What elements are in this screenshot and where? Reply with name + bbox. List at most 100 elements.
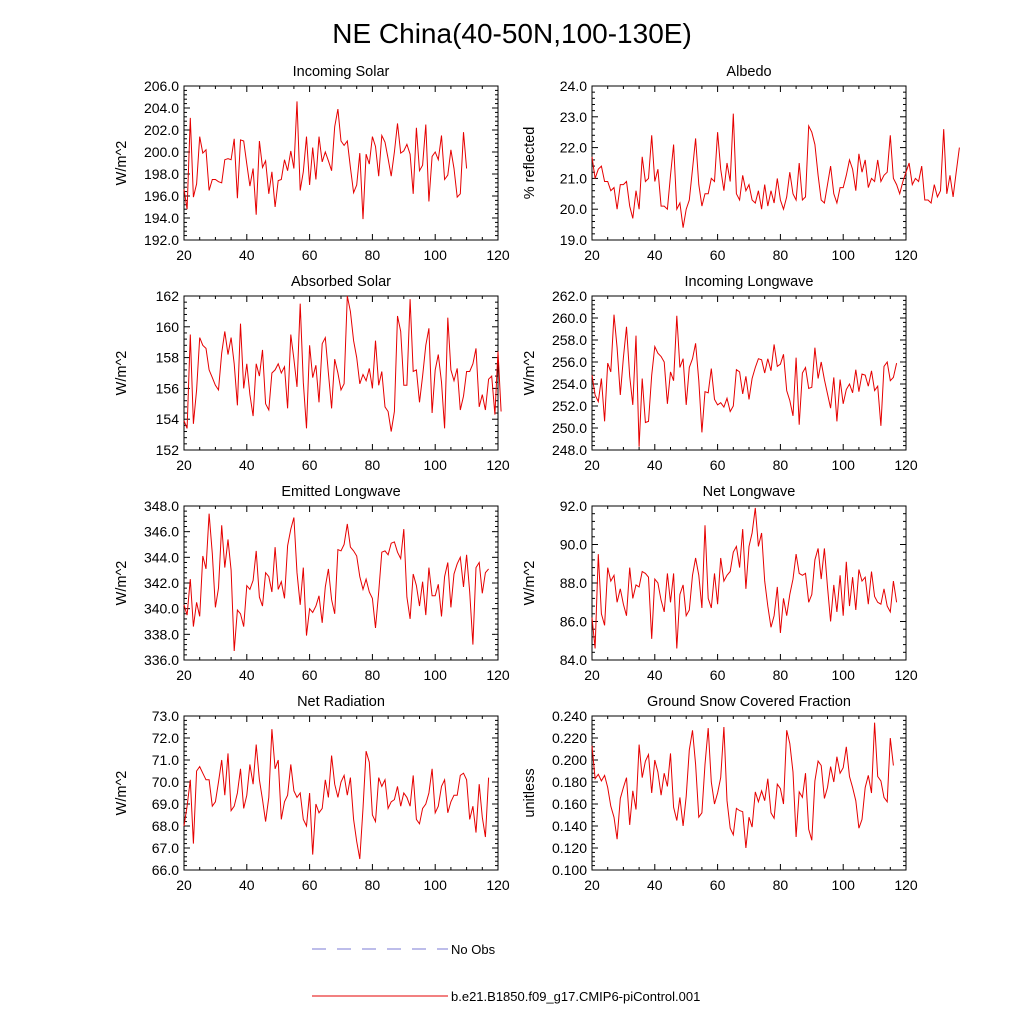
- incoming-longwave-ytick-label: 250.0: [552, 420, 587, 436]
- panels: Incoming Solar W/m^2 192.0 194.0 196.0 198.0 2…: [114, 64, 960, 893]
- net-longwave-series-line: [591, 507, 898, 649]
- incoming-solar-title: Incoming Solar: [293, 64, 390, 80]
- emitted-longwave-ytick-label: 342.0: [144, 575, 179, 591]
- albedo-xtick-label: 100: [832, 247, 856, 263]
- emitted-longwave-ytick-label: 336.0: [144, 652, 179, 668]
- incoming-solar-series-line: [183, 101, 468, 220]
- net-radiation-ytick-label: 69.0: [152, 796, 179, 812]
- incoming-solar-xtick-label: 40: [239, 247, 255, 263]
- ground-snow-covered-fraction-title: Ground Snow Covered Fraction: [647, 694, 851, 710]
- ground-snow-covered-fraction-series-line: [591, 722, 894, 849]
- net-longwave-ytick-label: 90.0: [560, 537, 587, 553]
- net-longwave-ylabel: W/m^2: [522, 561, 538, 606]
- net-longwave-ytick-label: 86.0: [560, 614, 587, 630]
- incoming-solar-xtick-label: 120: [486, 247, 510, 263]
- net-radiation-ylabel: W/m^2: [114, 771, 130, 816]
- albedo-xtick-label: 20: [584, 247, 600, 263]
- albedo-title: Albedo: [726, 64, 771, 80]
- ground-snow-covered-fraction-ytick-label: 0.220: [552, 730, 587, 746]
- albedo-ytick-label: 24.0: [560, 78, 587, 94]
- absorbed-solar-ytick-label: 158: [156, 350, 180, 366]
- incoming-solar-ytick-label: 196.0: [144, 188, 179, 204]
- ground-snow-covered-fraction-xtick-label: 80: [773, 877, 789, 893]
- absorbed-solar-xtick-label: 120: [486, 457, 510, 473]
- absorbed-solar-xtick-label: 20: [176, 457, 192, 473]
- net-radiation-ytick-label: 70.0: [152, 774, 179, 790]
- net-radiation-xtick-label: 60: [302, 877, 318, 893]
- absorbed-solar-ytick-label: 152: [156, 442, 180, 458]
- incoming-solar-panel: Incoming Solar W/m^2 192.0 194.0 196.0 198.0 2…: [114, 64, 510, 263]
- absorbed-solar-ytick-label: 154: [156, 411, 180, 427]
- incoming-solar-xtick-label: 20: [176, 247, 192, 263]
- incoming-longwave-series-line: [591, 314, 898, 447]
- emitted-longwave-xtick-label: 60: [302, 667, 318, 683]
- incoming-solar-ytick-label: 204.0: [144, 100, 179, 116]
- incoming-solar-ytick-label: 206.0: [144, 78, 179, 94]
- net-radiation-xtick-label: 100: [424, 877, 448, 893]
- incoming-longwave-ytick-label: 258.0: [552, 332, 587, 348]
- absorbed-solar-xtick-label: 40: [239, 457, 255, 473]
- net-radiation-panel: Net Radiation W/m^2 66.0 67.0 68.0 69.0 70.0 71…: [114, 694, 510, 893]
- incoming-longwave-panel: Incoming Longwave W/m^2 248.0 250.0 252.0 254…: [522, 274, 918, 473]
- absorbed-solar-series-line: [183, 295, 502, 432]
- absorbed-solar-xtick-label: 100: [424, 457, 448, 473]
- net-radiation-ytick-label: 72.0: [152, 730, 179, 746]
- emitted-longwave-ytick-label: 338.0: [144, 626, 179, 642]
- incoming-longwave-ytick-label: 256.0: [552, 354, 587, 370]
- absorbed-solar-title: Absorbed Solar: [291, 274, 391, 290]
- incoming-longwave-xtick-label: 120: [894, 457, 918, 473]
- albedo-xtick-label: 60: [710, 247, 726, 263]
- albedo-xtick-label: 40: [647, 247, 663, 263]
- ground-snow-covered-fraction-plot-frame: [591, 715, 907, 871]
- incoming-solar-xtick-label: 100: [424, 247, 448, 263]
- albedo-ylabel: % reflected: [522, 127, 538, 200]
- ground-snow-covered-fraction-ytick-label: 0.120: [552, 840, 587, 856]
- incoming-solar-ytick-label: 202.0: [144, 122, 179, 138]
- emitted-longwave-xtick-label: 20: [176, 667, 192, 683]
- incoming-solar-ytick-label: 192.0: [144, 232, 179, 248]
- absorbed-solar-xtick-label: 80: [365, 457, 381, 473]
- incoming-longwave-ytick-label: 248.0: [552, 442, 587, 458]
- net-radiation-xtick-label: 20: [176, 877, 192, 893]
- net-radiation-ytick-label: 67.0: [152, 840, 179, 856]
- net-longwave-xtick-label: 80: [773, 667, 789, 683]
- net-radiation-xtick-label: 80: [365, 877, 381, 893]
- albedo-xtick-label: 80: [773, 247, 789, 263]
- absorbed-solar-xtick-label: 60: [302, 457, 318, 473]
- absorbed-solar-panel: Absorbed Solar W/m^2 152 154 156 158 160 162 20 4…: [114, 274, 510, 473]
- emitted-longwave-xtick-label: 80: [365, 667, 381, 683]
- ground-snow-covered-fraction-xtick-label: 100: [832, 877, 856, 893]
- albedo-ytick-label: 20.0: [560, 201, 587, 217]
- emitted-longwave-ytick-label: 340.0: [144, 601, 179, 617]
- legend-obs-label: No Obs: [451, 942, 496, 957]
- emitted-longwave-xtick-label: 120: [486, 667, 510, 683]
- ground-snow-covered-fraction-ytick-label: 0.140: [552, 818, 587, 834]
- ground-snow-covered-fraction-xtick-label: 20: [584, 877, 600, 893]
- net-radiation-ytick-label: 71.0: [152, 752, 179, 768]
- emitted-longwave-ytick-label: 346.0: [144, 524, 179, 540]
- net-radiation-plot-frame: [183, 715, 499, 871]
- net-longwave-title: Net Longwave: [703, 484, 796, 500]
- incoming-solar-ytick-label: 198.0: [144, 166, 179, 182]
- net-radiation-xtick-label: 120: [486, 877, 510, 893]
- emitted-longwave-xtick-label: 40: [239, 667, 255, 683]
- incoming-longwave-ytick-label: 262.0: [552, 288, 587, 304]
- ground-snow-covered-fraction-ytick-label: 0.200: [552, 752, 587, 768]
- albedo-panel: Albedo % reflected 19.0 20.0 21.0 22.0 23.0 24.…: [522, 64, 960, 263]
- incoming-solar-plot-frame: [183, 85, 499, 241]
- net-radiation-xtick-label: 40: [239, 877, 255, 893]
- incoming-solar-xtick-label: 60: [302, 247, 318, 263]
- albedo-xtick-label: 120: [894, 247, 918, 263]
- albedo-plot-frame: [591, 85, 907, 241]
- absorbed-solar-ytick-label: 160: [156, 319, 180, 335]
- incoming-solar-ytick-label: 200.0: [144, 144, 179, 160]
- incoming-longwave-ytick-label: 260.0: [552, 310, 587, 326]
- ground-snow-covered-fraction-ytick-label: 0.100: [552, 862, 587, 878]
- figure-title: NE China(40-50N,100-130E): [332, 18, 692, 49]
- ground-snow-covered-fraction-ytick-label: 0.240: [552, 708, 587, 724]
- absorbed-solar-ytick-label: 156: [156, 380, 180, 396]
- ground-snow-covered-fraction-panel: Ground Snow Covered Fraction unitless 0.10…: [522, 694, 918, 893]
- incoming-longwave-ytick-label: 254.0: [552, 376, 587, 392]
- net-radiation-ytick-label: 73.0: [152, 708, 179, 724]
- absorbed-solar-ylabel: W/m^2: [114, 351, 130, 396]
